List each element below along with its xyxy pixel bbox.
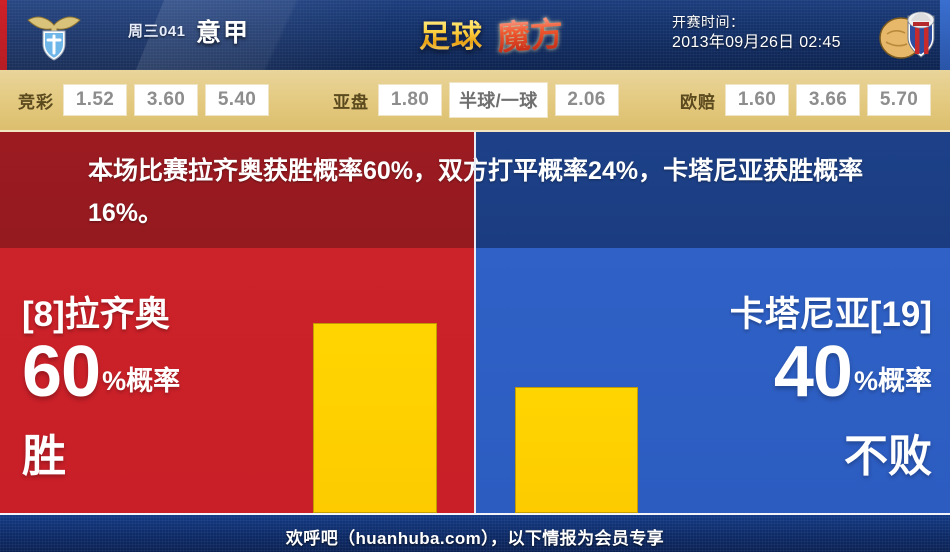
odds-group-yapan: 亚盘 1.80 半球/一球 2.06: [333, 70, 626, 130]
lazio-crest-icon: [24, 8, 84, 62]
away-probability-unit: %概率: [853, 366, 932, 396]
summary-probability-text: 本场比赛拉齐奥获胜概率60%，双方打平概率24%，卡塔尼亚获胜概率16%。: [88, 157, 864, 227]
summary-band-blue-half: [475, 132, 950, 248]
league-name-label: 意甲: [196, 19, 251, 47]
kickoff-label: 开赛时间：: [672, 14, 745, 30]
odds-cell-draw[interactable]: 3.66: [796, 84, 860, 116]
summary-band-red-half: [0, 132, 475, 248]
header-red-edge: [0, 0, 7, 70]
footer-promo-text: 欢呼吧（huanhuba.com），以下情报为会员专享: [285, 529, 665, 548]
odds-group-oupei: 欧赔 1.60 3.66 5.70: [680, 70, 938, 130]
away-team-name: 卡塔尼亚[19]: [729, 295, 932, 334]
odds-cell-away[interactable]: 5.40: [205, 84, 269, 116]
odds-bar: 竞彩 1.52 3.60 5.40 亚盘 1.80 半球/一球 2.06 欧赔 …: [0, 70, 950, 132]
away-probability-bar: [515, 387, 638, 513]
odds-cell-handicap[interactable]: 半球/一球: [449, 82, 548, 118]
home-verdict-label: 胜: [22, 432, 66, 481]
home-team-name: [8]拉齐奥: [22, 295, 170, 334]
match-number-label: 周三041: [128, 23, 186, 40]
home-probability-value: 60: [22, 332, 101, 412]
footer-bar: 欢呼吧（huanhuba.com），以下情报为会员专享: [0, 513, 950, 552]
catania-crest-icon: [877, 8, 939, 62]
odds-group-title: 竞彩: [18, 92, 54, 112]
panel-divider: [474, 132, 476, 513]
brand-logo-gold: 足球: [419, 11, 483, 56]
odds-cell-home[interactable]: 1.80: [378, 84, 442, 116]
away-probability-block: 40 %概率: [773, 332, 932, 412]
odds-group-jingcai: 竞彩 1.52 3.60 5.40: [18, 70, 276, 130]
brand-logo-red: 魔方: [495, 7, 564, 59]
away-verdict-label: 不败: [844, 432, 932, 481]
odds-cell-home[interactable]: 1.52: [63, 84, 127, 116]
odds-cell-away[interactable]: 5.70: [867, 84, 931, 116]
odds-cell-away[interactable]: 2.06: [554, 84, 619, 116]
odds-group-title: 亚盘: [333, 92, 369, 112]
home-probability-bar: [313, 323, 437, 513]
odds-cell-home[interactable]: 1.60: [725, 84, 789, 116]
away-probability-value: 40: [773, 332, 853, 412]
header-bar: 周三041 意甲 足球 魔方 开赛时间： 2013年09月26日 02:45: [0, 0, 950, 70]
kickoff-block: 开赛时间： 2013年09月26日 02:45: [672, 12, 841, 54]
odds-group-title: 欧赔: [680, 92, 716, 112]
odds-cell-draw[interactable]: 3.60: [134, 84, 198, 116]
home-probability-block: 60 %概率: [22, 332, 181, 412]
header-blue-edge: [940, 0, 950, 70]
kickoff-time: 2013年09月26日 02:45: [672, 34, 841, 51]
home-probability-unit: %概率: [102, 366, 181, 396]
